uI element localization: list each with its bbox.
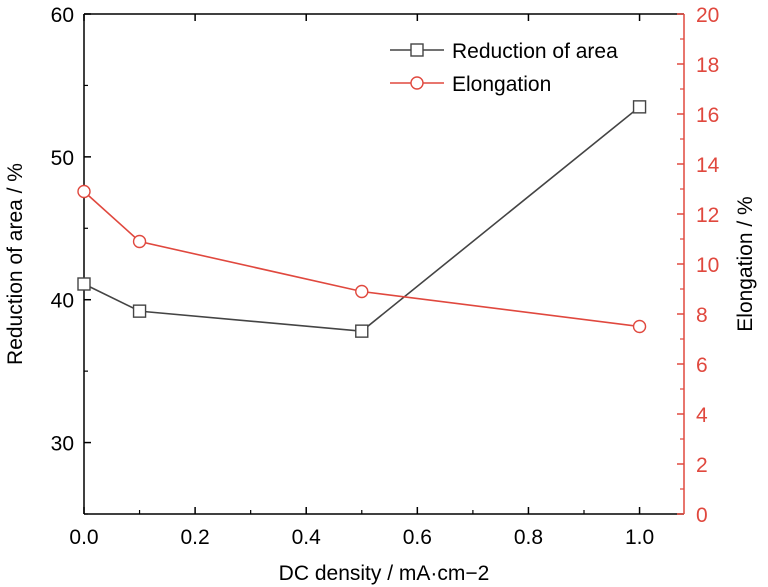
reduction-of-area-point: [77, 277, 91, 291]
legend-square-marker: [410, 43, 424, 57]
x-tick-label: 0.8: [514, 526, 543, 549]
y-tick-label: 60: [51, 4, 74, 27]
y-axis-label: Reduction of area / %: [4, 163, 27, 365]
y2-tick-label: 16: [696, 104, 719, 127]
y-tick-label: 30: [51, 433, 74, 456]
legend-circle-marker: [410, 76, 424, 90]
y-tick-label: 40: [51, 290, 74, 313]
y2-tick-label: 20: [696, 4, 719, 27]
reduction-of-area-point: [355, 324, 369, 338]
elongation-point: [632, 319, 647, 334]
x-axis-label: DC density / mA·cm−2: [279, 562, 490, 585]
y2-tick-label: 14: [696, 154, 720, 177]
x-tick-label: 0.0: [69, 526, 98, 549]
y2-tick-label: 0: [696, 504, 708, 527]
y2-tick-label: 2: [696, 454, 708, 477]
y2-tick-label: 8: [696, 304, 708, 327]
y2-tick-label: 6: [696, 354, 708, 377]
y2-tick-label: 12: [696, 204, 719, 227]
elongation-point: [355, 284, 369, 299]
reduction-of-area-point: [132, 304, 147, 318]
y2-tick-label: 18: [696, 54, 719, 77]
x-tick-label: 0.6: [403, 526, 432, 549]
reduction-of-area-point: [632, 100, 647, 114]
y2-axis-label: Elongation / %: [734, 196, 757, 331]
axes: 0.0 0.2 0.4 0.6 0.8 1.0 30 40 50 60 0 2 4 6 8 10 12 14 16 1…: [51, 4, 720, 549]
elongation-point: [77, 184, 91, 199]
series-layer: [77, 100, 647, 338]
x-tick-label: 0.4: [292, 526, 322, 549]
y2-tick-label: 4: [696, 404, 708, 427]
y2-tick-label: 10: [696, 254, 719, 277]
legend: Reduction of area Elongation: [390, 40, 618, 96]
legend-label: Reduction of area: [452, 40, 618, 63]
elongation-point: [132, 234, 147, 249]
elongation-line: [83, 190, 640, 328]
x-tick-label: 1.0: [625, 526, 654, 549]
reduction-of-area-line: [83, 106, 641, 332]
legend-label: Elongation: [452, 73, 551, 96]
y-tick-label: 50: [51, 147, 74, 170]
x-tick-label: 0.2: [181, 526, 210, 549]
